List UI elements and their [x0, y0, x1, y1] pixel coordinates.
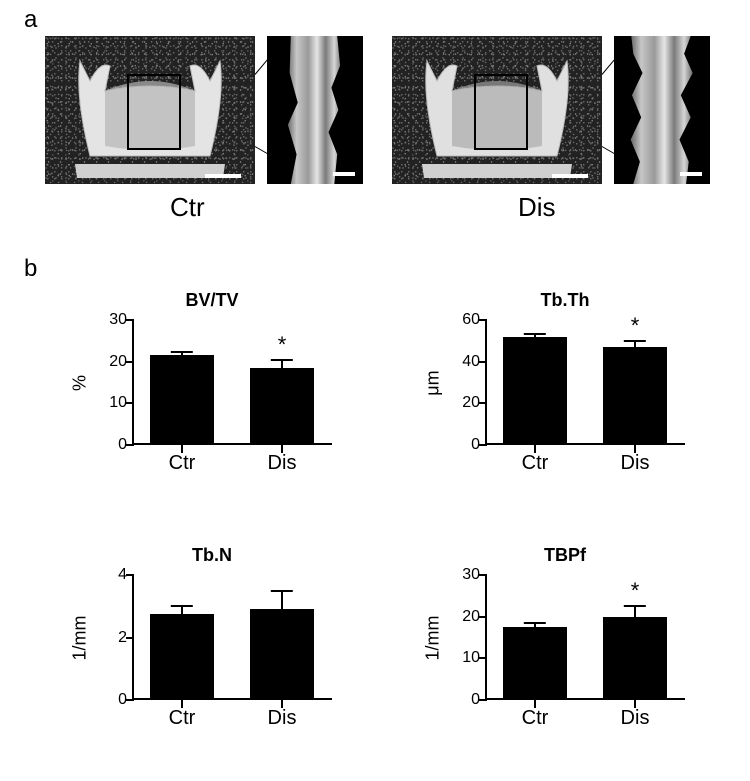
y-tick-label: 0: [471, 436, 480, 454]
y-tick-label: 40: [462, 353, 480, 371]
significance-marker: *: [631, 578, 640, 604]
x-tick-label: Ctr: [522, 452, 549, 475]
y-axis-label: 1/mm: [70, 615, 91, 660]
bar-ctr: [150, 614, 214, 700]
tbn-chart: Tb.N 0 2 4 1/mm Ctr Dis: [72, 545, 352, 730]
panel-b-label: b: [24, 255, 37, 283]
tbth-chart: Tb.Th 0 20 40 60 μm Ctr Dis *: [425, 290, 705, 475]
chart-title: TBPf: [425, 545, 705, 566]
x-tick-label: Dis: [621, 707, 650, 730]
bar-dis: [250, 368, 314, 445]
bvtv-chart: BV/TV 0 10 20 30% Ctr Dis *: [72, 290, 352, 475]
x-tick-label: Dis: [268, 707, 297, 730]
dis-overview-image: [392, 36, 602, 184]
y-tick-label: 0: [471, 691, 480, 709]
y-tick-label: 30: [109, 311, 127, 329]
ctr-inset-image: [267, 36, 363, 184]
x-tick-label: Ctr: [169, 707, 196, 730]
y-tick-label: 0: [118, 436, 127, 454]
y-tick-label: 0: [118, 691, 127, 709]
y-tick-label: 60: [462, 311, 480, 329]
chart-title: Tb.N: [72, 545, 352, 566]
y-axis-label: 1/mm: [423, 615, 444, 660]
y-tick-label: 4: [118, 566, 127, 584]
y-axis-label: μm: [423, 370, 444, 395]
x-tick-label: Dis: [268, 452, 297, 475]
y-tick-label: 20: [462, 608, 480, 626]
bar-dis: [603, 347, 667, 445]
panel-a-label: a: [24, 6, 37, 34]
chart-title: Tb.Th: [425, 290, 705, 311]
ctr-label: Ctr: [170, 192, 205, 223]
chart-title: BV/TV: [72, 290, 352, 311]
y-tick-label: 20: [462, 394, 480, 412]
x-tick-label: Dis: [621, 452, 650, 475]
y-tick-label: 2: [118, 629, 127, 647]
y-tick-label: 10: [462, 649, 480, 667]
x-tick-label: Ctr: [522, 707, 549, 730]
ctr-overview-image: [45, 36, 255, 184]
dis-label: Dis: [518, 192, 556, 223]
bar-ctr: [503, 627, 567, 700]
y-axis-label: %: [70, 374, 91, 390]
y-tick-label: 30: [462, 566, 480, 584]
y-tick-label: 10: [109, 394, 127, 412]
dis-inset-image: [614, 36, 710, 184]
bar-ctr: [503, 337, 567, 445]
bar-dis: [250, 609, 314, 700]
tbpf-chart: TBPf 0 10 20 30 1/mm Ctr Dis *: [425, 545, 705, 730]
significance-marker: *: [631, 313, 640, 339]
significance-marker: *: [278, 332, 287, 358]
x-tick-label: Ctr: [169, 452, 196, 475]
y-tick-label: 20: [109, 353, 127, 371]
bar-ctr: [150, 355, 214, 445]
bar-dis: [603, 617, 667, 700]
